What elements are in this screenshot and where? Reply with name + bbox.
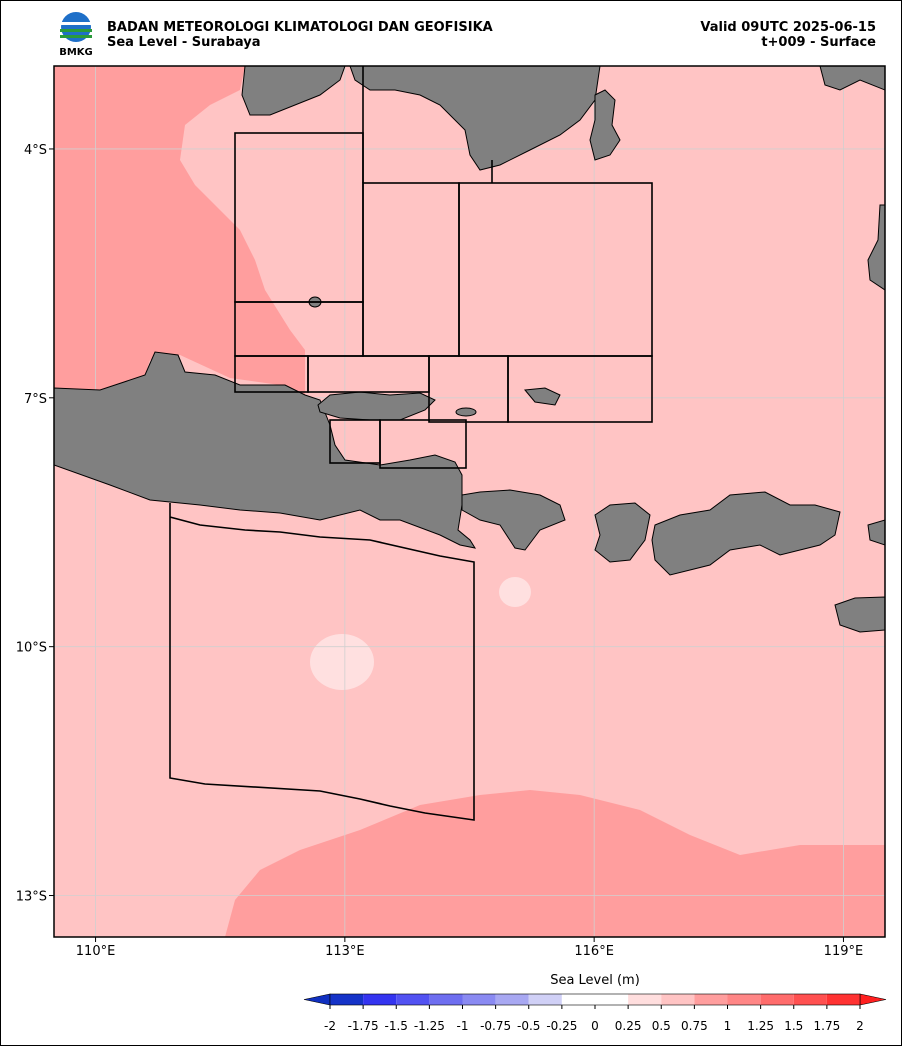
colorbar-bin: [429, 994, 463, 1005]
colorbar-bin: [495, 994, 529, 1005]
colorbar-tick-label: -0.75: [480, 1019, 511, 1033]
colorbar-tick-label: -0.5: [517, 1019, 540, 1033]
x-tick-label: 110°E: [76, 944, 116, 959]
colorbar-bin: [727, 994, 761, 1005]
colorbar-bin: [363, 994, 397, 1005]
colorbar-bin: [330, 994, 364, 1005]
colorbar-tick-label: 2: [856, 1019, 864, 1033]
colorbar-bin: [628, 994, 662, 1005]
y-tick-label: 10°S: [16, 641, 47, 656]
colorbar-tick-label: -1: [457, 1019, 469, 1033]
forecast-step: t+009 - Surface: [761, 35, 876, 50]
logo-text: BMKG: [59, 47, 93, 58]
colorbar-tick-label: 1: [724, 1019, 732, 1033]
colorbar-bin: [661, 994, 695, 1005]
sea-high: [225, 790, 885, 937]
colorbar-tick-label: 1.75: [814, 1019, 841, 1033]
subtitle: Sea Level - Surabaya: [107, 35, 261, 50]
colorbar-tick-label: -1.75: [348, 1019, 379, 1033]
colorbar-label: Sea Level (m): [550, 973, 640, 988]
colorbar-bin: [595, 994, 629, 1005]
title: BADAN METEOROLOGI KLIMATOLOGI DAN GEOFIS…: [107, 20, 493, 35]
colorbar-bin: [462, 994, 496, 1005]
colorbar-tick-label: -0.25: [546, 1019, 577, 1033]
land: [54, 66, 885, 633]
colorbar-tick-label: 1.25: [747, 1019, 774, 1033]
colorbar-tick-label: 0: [591, 1019, 599, 1033]
logo: BMKG: [59, 12, 93, 58]
map-frame: [53, 65, 886, 938]
map: [54, 66, 885, 937]
colorbar-bin: [396, 994, 430, 1005]
sea-low: [310, 634, 374, 690]
colorbar-tick-label: -2: [324, 1019, 336, 1033]
sea-high: [54, 66, 305, 395]
sea-low: [499, 577, 531, 607]
colorbar-bin: [528, 994, 562, 1005]
valid-time: Valid 09UTC 2025-06-15: [700, 20, 876, 35]
colorbar-tick-label: 0.5: [652, 1019, 671, 1033]
y-tick-label: 13°S: [16, 890, 47, 905]
colorbar-bin: [694, 994, 728, 1005]
regions: [169, 66, 653, 821]
colorbar-tick-label: 1.5: [784, 1019, 803, 1033]
x-tick-label: 119°E: [824, 944, 864, 959]
y-tick-label: 4°S: [24, 143, 47, 158]
colorbar-bin: [826, 994, 860, 1005]
colorbar-tick-label: 0.75: [681, 1019, 708, 1033]
x-tick-label: 116°E: [574, 944, 614, 959]
colorbar-bin: [760, 994, 794, 1005]
colorbar-tick-label: -1.5: [385, 1019, 408, 1033]
y-tick-label: 7°S: [24, 392, 47, 407]
colorbar-bin: [793, 994, 827, 1005]
colorbar-bin: [561, 994, 595, 1005]
x-tick-label: 113°E: [325, 944, 365, 959]
colorbar-tick-label: -1.25: [414, 1019, 445, 1033]
colorbar-tick-label: 0.25: [615, 1019, 642, 1033]
